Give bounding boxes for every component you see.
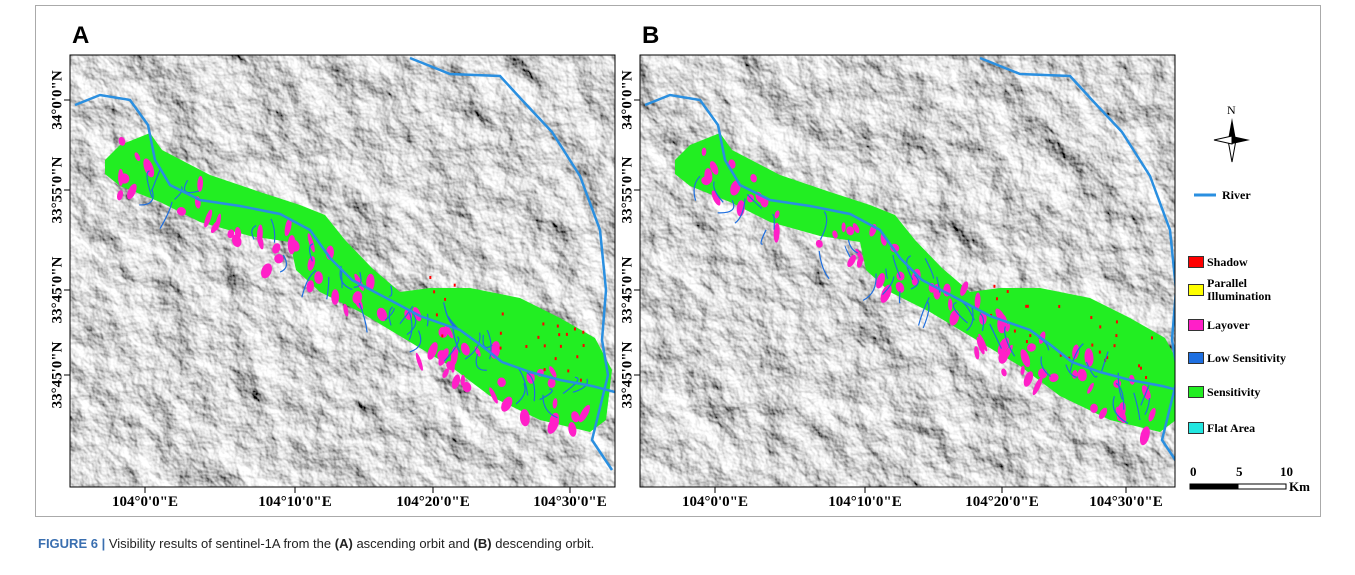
x-label: 104°30'0"E	[1089, 494, 1163, 511]
shadow-patch	[454, 284, 456, 287]
arrow-part	[1232, 136, 1250, 144]
x-label: 104°30'0"E	[533, 494, 607, 511]
caption-text: Visibility results of sentinel-1A from t…	[109, 536, 331, 551]
shadow-patch	[1014, 330, 1016, 333]
shadow-patch	[557, 325, 559, 328]
caption-b: (B)	[474, 536, 492, 551]
panel-label: A	[72, 22, 89, 50]
shadow-patch	[542, 322, 544, 325]
x-label: 104°20'0"E	[965, 494, 1039, 511]
shadow-patch	[1151, 336, 1153, 339]
x-label: 104°10'0"E	[828, 494, 902, 511]
low-sensitivity-channel	[341, 270, 342, 288]
y-label: 34°0'0"N	[620, 70, 637, 129]
shadow-patch	[544, 344, 546, 347]
maps	[0, 0, 1355, 520]
panel-label: B	[642, 22, 659, 50]
shadow-patch	[544, 368, 546, 371]
legend-label: Parallel Illumination	[1207, 277, 1297, 303]
scale-bar	[1190, 484, 1238, 489]
shadow-patch	[993, 285, 995, 288]
scale-label: 5	[1236, 465, 1243, 478]
x-label: 104°10'0"E	[258, 494, 332, 511]
shadow-patch	[574, 327, 576, 330]
shadow-patch	[1145, 376, 1147, 379]
scale-label: 0	[1190, 465, 1197, 478]
map-panel	[70, 55, 615, 487]
x-label: 104°20'0"E	[396, 494, 470, 511]
map-panel	[640, 55, 1185, 487]
shadow-patch	[525, 345, 527, 348]
shadow-patch	[429, 276, 431, 279]
shadow-patch	[1114, 344, 1116, 347]
shadow-patch	[500, 332, 502, 335]
legend-swatch	[1188, 284, 1204, 296]
shadow-patch	[582, 331, 584, 334]
shadow-patch	[566, 333, 568, 336]
legend-label: Low Sensitivity	[1207, 352, 1297, 365]
y-label: 33°45'0"N	[620, 342, 637, 409]
shadow-patch	[1140, 367, 1142, 370]
legend-label: Shadow	[1207, 256, 1297, 269]
arrow-part	[1214, 136, 1232, 144]
shadow-patch	[436, 313, 438, 316]
shadow-patch	[433, 290, 435, 293]
shadow-patch	[580, 379, 582, 382]
caption: FIGURE 6 | Visibility results of sentine…	[38, 536, 594, 551]
shadow-patch	[1138, 364, 1140, 367]
y-label: 34°0'0"N	[50, 70, 67, 129]
shadow-patch	[1116, 320, 1118, 323]
shadow-patch	[1026, 340, 1028, 343]
scale-unit: Km	[1289, 480, 1310, 493]
x-label: 104°0'0"E	[682, 494, 748, 511]
shadow-patch	[537, 336, 539, 339]
shadow-patch	[1027, 305, 1029, 308]
shadow-patch	[996, 297, 998, 300]
x-label: 104°0'0"E	[112, 494, 178, 511]
shadow-patch	[1058, 305, 1060, 308]
scale-bar	[1238, 484, 1286, 489]
shadow-patch	[1090, 316, 1092, 319]
shadow-patch	[441, 334, 443, 337]
legend-swatch	[1188, 256, 1204, 268]
caption-figure: FIGURE 6 |	[38, 536, 105, 551]
y-label: 33°45'0"N	[620, 257, 637, 324]
shadow-patch	[560, 345, 562, 348]
shadow-patch	[567, 369, 569, 372]
caption-a: (A)	[335, 536, 353, 551]
shadow-patch	[1007, 290, 1009, 293]
y-label: 33°45'0"N	[50, 257, 67, 324]
shadow-patch	[555, 357, 557, 360]
caption-text: descending orbit.	[495, 536, 594, 551]
scale-label: 10	[1280, 465, 1293, 478]
shadow-patch	[1029, 334, 1031, 337]
shadow-patch	[1091, 344, 1093, 347]
shadow-patch	[558, 333, 560, 336]
legend-label: Flat Area	[1207, 422, 1297, 435]
shadow-patch	[1115, 334, 1117, 337]
legend-swatch	[1188, 319, 1204, 331]
page: A 104°0'0"E 104°10'0"E 104°20'0"E 104°30'0"E…	[0, 0, 1355, 575]
caption-text: ascending orbit and	[356, 536, 469, 551]
shadow-patch	[583, 344, 585, 347]
legend-swatch	[1188, 386, 1204, 398]
legend-label: Sensitivity	[1207, 386, 1297, 399]
y-label: 33°45'0"N	[50, 342, 67, 409]
legend-label: River	[1222, 189, 1251, 202]
shadow-patch	[444, 298, 446, 301]
legend-swatch	[1188, 422, 1204, 434]
layover-patch	[548, 378, 556, 388]
shadow-patch	[502, 312, 504, 315]
north-label: N	[1227, 104, 1236, 117]
layover-patch	[1090, 404, 1098, 413]
shadow-patch	[1099, 351, 1101, 354]
shadow-patch	[1099, 325, 1101, 328]
legend-swatch	[1188, 352, 1204, 364]
legend-label: Layover	[1207, 319, 1297, 332]
y-label: 33°55'0"N	[50, 157, 67, 224]
north-arrow	[1214, 118, 1250, 162]
shadow-patch	[500, 347, 502, 350]
y-label: 33°55'0"N	[620, 157, 637, 224]
shadow-patch	[576, 355, 578, 358]
